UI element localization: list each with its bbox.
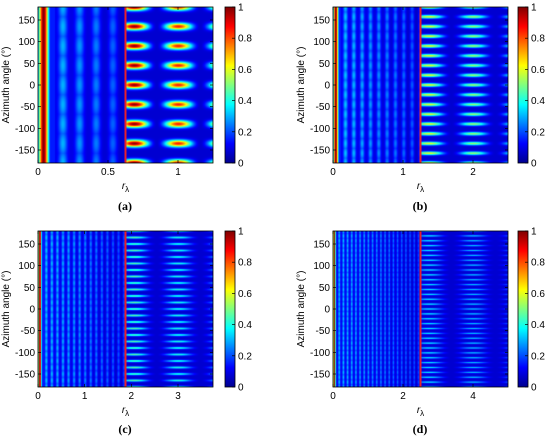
y-tick-label: -150	[15, 146, 35, 157]
colorbar-tick-label: 0.8	[238, 34, 252, 45]
colorbar-tick-label: 0.6	[238, 65, 252, 76]
x-axis-label: rλ	[417, 181, 424, 194]
colorbar-tick-label: 0	[238, 383, 244, 394]
colorbar-tick-label: 0	[238, 159, 244, 170]
x-tick-label: 2	[470, 167, 476, 178]
y-tick-label: -100	[310, 124, 330, 135]
x-tick-label: 0.5	[101, 167, 115, 178]
y-axis-label: Azimuth angle (°)	[296, 271, 307, 348]
colorbar-tick-label: 0	[531, 383, 537, 394]
x-tick-label: 3	[175, 391, 181, 402]
x-axis-label-sub: λ	[125, 409, 129, 418]
x-axis-label: rλ	[122, 405, 129, 418]
x-axis-label-main: r	[122, 405, 126, 416]
colorbar-tick-label: 1	[238, 227, 244, 238]
x-tick-label: 0	[330, 167, 336, 178]
y-axis-label: Azimuth angle (°)	[1, 47, 12, 124]
colorbar-tick-label: 0	[531, 159, 537, 170]
x-tick-label: 2	[400, 391, 406, 402]
y-tick-label: 100	[18, 261, 35, 272]
panel-caption: (a)	[118, 199, 132, 213]
x-tick-label: 1	[175, 167, 181, 178]
chart-panel-2: 0 1 2 -150 -100 -50 0 50 100 150 rλ Azimuth angle (…	[296, 3, 545, 214]
colorbar	[517, 6, 529, 164]
y-tick-label: -150	[310, 146, 330, 157]
colorbar-tick-label: 0.2	[531, 127, 545, 138]
y-tick-label: 0	[29, 305, 35, 316]
colorbar-tick-label: 1	[238, 3, 244, 14]
y-tick-label: -50	[316, 102, 331, 113]
chart-panel-1: 0 0.5 1 -150 -100 -50 0 50 100 150 rλ Azimuth angle…	[1, 3, 252, 214]
y-tick-label: 100	[313, 37, 330, 48]
y-tick-label: -50	[21, 326, 36, 337]
y-tick-label: 50	[24, 283, 36, 294]
y-tick-label: 0	[324, 305, 330, 316]
colorbar-tick-label: 0.2	[531, 351, 545, 362]
x-axis-label-sub: λ	[420, 409, 424, 418]
x-tick-label: 4	[470, 391, 476, 402]
x-axis-label-sub: λ	[125, 185, 129, 194]
colorbar-tick-label: 1	[531, 3, 537, 14]
colorbar-tick-label: 0.4	[238, 320, 252, 331]
x-tick-label: 0	[35, 391, 41, 402]
y-tick-label: 50	[319, 59, 331, 70]
x-axis-label-main: r	[122, 181, 126, 192]
colorbar-tick-label: 0.8	[238, 258, 252, 269]
y-tick-label: -100	[310, 348, 330, 359]
colorbar-tick-label: 0.4	[531, 96, 545, 107]
y-tick-label: -100	[15, 124, 35, 135]
chart-panel-3: 0 1 2 3 -150 -100 -50 0 50 100 150 rλ Azimuth angle …	[1, 227, 252, 437]
panel-caption: (c)	[118, 422, 131, 436]
y-tick-label: 0	[324, 81, 330, 92]
colorbar-tick-label: 0.6	[531, 289, 545, 300]
colorbar	[224, 230, 236, 388]
y-axis-label: Azimuth angle (°)	[1, 271, 12, 348]
colorbar-tick-label: 0.4	[531, 320, 545, 331]
colorbar	[517, 230, 529, 388]
x-tick-label: 2	[129, 391, 135, 402]
y-tick-label: -50	[21, 102, 36, 113]
x-tick-label: 0	[330, 391, 336, 402]
y-tick-label: 150	[313, 240, 330, 251]
y-axis-label: Azimuth angle (°)	[296, 47, 307, 124]
colorbar-tick-label: 0.2	[238, 127, 252, 138]
y-tick-label: 50	[319, 283, 331, 294]
y-tick-label: -150	[310, 370, 330, 381]
y-tick-label: -50	[316, 326, 331, 337]
panel-caption: (b)	[413, 199, 428, 213]
y-tick-label: 150	[18, 16, 35, 27]
colorbar-tick-label: 0.8	[531, 258, 545, 269]
colorbar-tick-label: 0.2	[238, 351, 252, 362]
chart-panel-4: 0 2 4 -150 -100 -50 0 50 100 150 rλ Azimuth angle (…	[296, 227, 545, 437]
x-axis-label: rλ	[122, 181, 129, 194]
x-tick-label: 0	[35, 167, 41, 178]
y-tick-label: 150	[313, 16, 330, 27]
y-tick-label: 150	[18, 240, 35, 251]
colorbar	[224, 6, 236, 164]
x-tick-label: 1	[82, 391, 88, 402]
colorbar-tick-label: 0.4	[238, 96, 252, 107]
x-axis-label: rλ	[417, 405, 424, 418]
y-tick-label: 0	[29, 81, 35, 92]
x-axis-label-main: r	[417, 405, 421, 416]
y-tick-label: 100	[313, 261, 330, 272]
x-axis-label-sub: λ	[420, 185, 424, 194]
y-tick-label: 100	[18, 37, 35, 48]
y-tick-label: 50	[24, 59, 36, 70]
colorbar-tick-label: 0.8	[531, 34, 545, 45]
y-tick-label: -100	[15, 348, 35, 359]
colorbar-tick-label: 0.6	[531, 65, 545, 76]
panel-caption: (d)	[413, 422, 428, 436]
colorbar-tick-label: 0.6	[238, 289, 252, 300]
x-axis-label-main: r	[417, 181, 421, 192]
colorbar-tick-label: 1	[531, 227, 537, 238]
y-tick-label: -150	[15, 370, 35, 381]
x-tick-label: 1	[400, 167, 406, 178]
